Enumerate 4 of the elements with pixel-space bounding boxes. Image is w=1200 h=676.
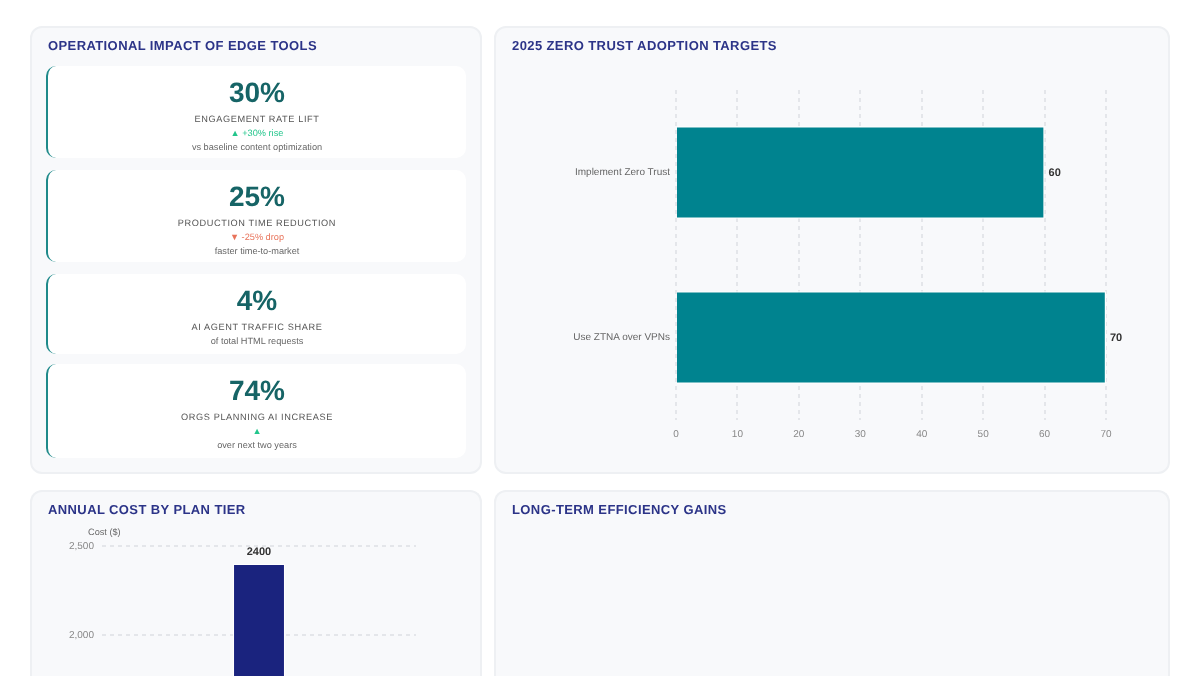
text: 74%	[226, 374, 288, 406]
text: 30%	[226, 76, 288, 108]
text: 25%	[226, 180, 288, 212]
text: 4%	[234, 284, 280, 316]
